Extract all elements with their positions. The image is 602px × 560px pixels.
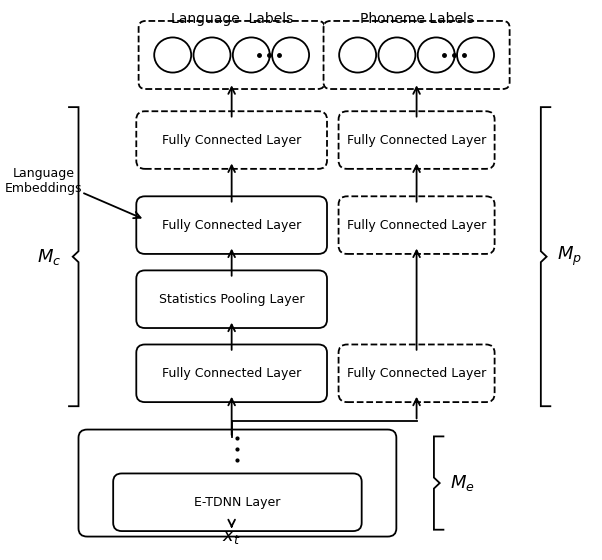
Text: Fully Connected Layer: Fully Connected Layer [162,133,301,147]
Text: E-TDNN Layer: E-TDNN Layer [194,496,281,509]
Circle shape [193,38,231,73]
Circle shape [339,38,376,73]
FancyBboxPatch shape [136,270,327,328]
Circle shape [233,38,270,73]
FancyBboxPatch shape [338,111,495,169]
Text: Phoneme Labels: Phoneme Labels [359,12,474,26]
Circle shape [457,38,494,73]
Circle shape [418,38,455,73]
Text: Fully Connected Layer: Fully Connected Layer [347,218,486,232]
FancyBboxPatch shape [136,111,327,169]
Text: Fully Connected Layer: Fully Connected Layer [162,218,301,232]
FancyBboxPatch shape [78,430,396,536]
FancyBboxPatch shape [113,473,362,531]
Circle shape [154,38,191,73]
FancyBboxPatch shape [338,344,495,402]
Text: $M_e$: $M_e$ [450,473,475,493]
Text: Language  Labels: Language Labels [170,12,293,26]
FancyBboxPatch shape [138,21,324,89]
FancyBboxPatch shape [338,197,495,254]
FancyBboxPatch shape [136,344,327,402]
Text: Language
Embeddings: Language Embeddings [5,167,82,195]
Text: Fully Connected Layer: Fully Connected Layer [347,133,486,147]
Text: $M_c$: $M_c$ [37,246,62,267]
Circle shape [272,38,309,73]
Text: $M_p$: $M_p$ [557,245,582,268]
Circle shape [379,38,415,73]
FancyBboxPatch shape [323,21,510,89]
FancyBboxPatch shape [136,197,327,254]
Text: Statistics Pooling Layer: Statistics Pooling Layer [159,293,305,306]
Text: Fully Connected Layer: Fully Connected Layer [347,367,486,380]
Text: $x_t$: $x_t$ [222,528,241,546]
Text: Fully Connected Layer: Fully Connected Layer [162,367,301,380]
